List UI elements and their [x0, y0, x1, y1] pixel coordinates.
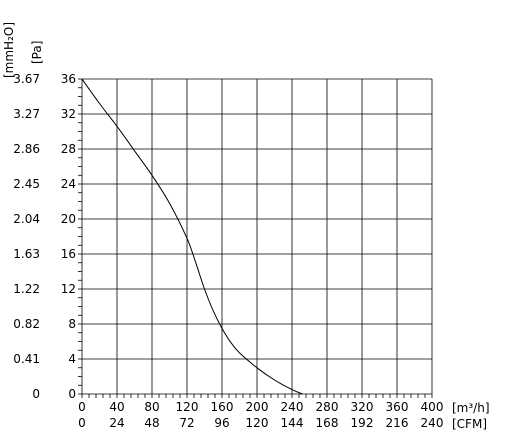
- y-tick-label-pa: 32: [61, 107, 76, 121]
- y-tick-label-mmh2o: 0: [32, 387, 40, 401]
- x-axis-unit-m3h: [m³/h]: [452, 401, 490, 415]
- y-axis-unit-mmh2o: [mmH₂O]: [2, 22, 16, 78]
- y-tick-label-pa: 12: [61, 282, 76, 296]
- y-tick-label-pa: 0: [68, 387, 76, 401]
- y-tick-label-pa: 36: [61, 72, 76, 86]
- x-tick-label-cfm: 96: [214, 416, 229, 430]
- y-tick-label-mmh2o: 1.22: [13, 282, 40, 296]
- y-tick-label-pa: 8: [68, 317, 76, 331]
- y-tick-label-mmh2o: 1.63: [13, 247, 40, 261]
- y-tick-label-pa: 20: [61, 212, 76, 226]
- x-tick-label-m3h: 400: [421, 400, 444, 414]
- x-tick-label-cfm: 72: [179, 416, 194, 430]
- y-tick-label-mmh2o: 2.45: [13, 177, 40, 191]
- y-tick-label-mmh2o: 2.86: [13, 142, 40, 156]
- performance-curve: [81, 78, 303, 395]
- y-tick-label-pa: 24: [61, 177, 76, 191]
- x-axis-unit-cfm: [CFM]: [452, 417, 487, 431]
- x-tick-label-m3h: 120: [176, 400, 199, 414]
- x-tick-label-m3h: 80: [144, 400, 159, 414]
- y-tick-label-pa: 28: [61, 142, 76, 156]
- x-tick-label-m3h: 160: [211, 400, 234, 414]
- x-tick-label-cfm: 120: [246, 416, 269, 430]
- x-tick-label-cfm: 168: [316, 416, 339, 430]
- x-tick-label-cfm: 216: [386, 416, 409, 430]
- x-tick-label-cfm: 192: [351, 416, 374, 430]
- x-tick-label-cfm: 48: [144, 416, 159, 430]
- y-tick-label-mmh2o: 0.82: [13, 317, 40, 331]
- x-tick-label-m3h: 320: [351, 400, 374, 414]
- grid: [81, 78, 433, 395]
- y-tick-label-pa: 4: [68, 352, 76, 366]
- x-tick-label-cfm: 240: [421, 416, 444, 430]
- y-tick-label-mmh2o: 2.04: [13, 212, 40, 226]
- y-tick-label-pa: 16: [61, 247, 76, 261]
- axis-labels: 0040248048120721609620012024014428016832…: [13, 72, 443, 430]
- x-tick-label-m3h: 360: [386, 400, 409, 414]
- x-tick-label-m3h: 280: [316, 400, 339, 414]
- y-axis-unit-pa: [Pa]: [30, 41, 44, 64]
- x-tick-label-m3h: 0: [78, 400, 86, 414]
- x-tick-label-m3h: 40: [109, 400, 124, 414]
- x-tick-label-m3h: 240: [281, 400, 304, 414]
- y-tick-label-mmh2o: 0.41: [13, 352, 40, 366]
- x-tick-label-m3h: 200: [246, 400, 269, 414]
- x-tick-label-cfm: 0: [78, 416, 86, 430]
- x-tick-label-cfm: 24: [109, 416, 124, 430]
- x-tick-label-cfm: 144: [281, 416, 304, 430]
- y-tick-label-mmh2o: 3.67: [13, 72, 40, 86]
- y-tick-label-mmh2o: 3.27: [13, 107, 40, 121]
- minor-ticks: [78, 78, 433, 398]
